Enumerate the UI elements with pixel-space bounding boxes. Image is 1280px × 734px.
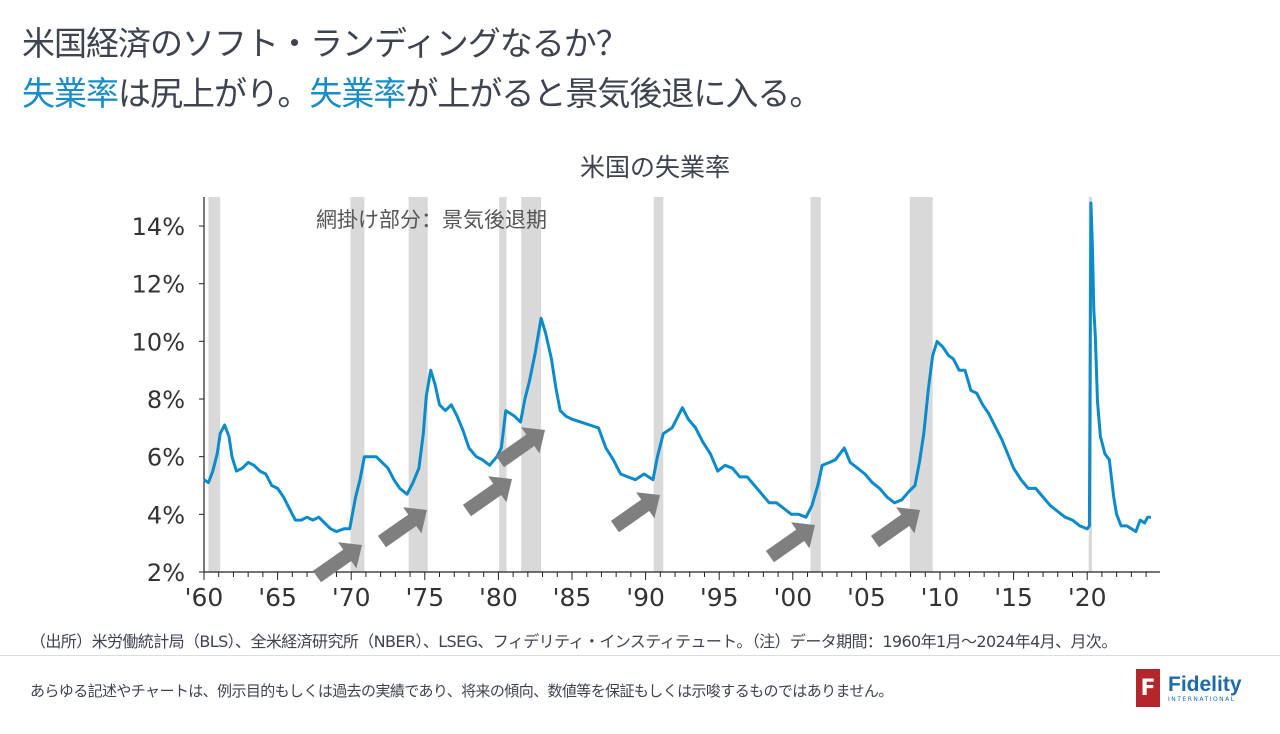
highlight-unemployment-2: 失業率 — [309, 74, 406, 113]
x-tick-label: '85 — [553, 583, 592, 612]
arrow-shape — [377, 507, 427, 548]
recession-band — [499, 197, 507, 572]
slide-title-line1: 米国経済のソフト・ランディングなるか？ — [22, 24, 629, 63]
title-text-2d: が上がると景気後退に入る。 — [405, 74, 822, 113]
highlight-unemployment-1: 失業率 — [22, 74, 119, 113]
arrow-shape — [495, 427, 545, 468]
title-text-2b: は尻上がり。 — [118, 74, 310, 113]
x-tick-label: '60 — [185, 583, 224, 612]
x-tick-label: '75 — [405, 583, 444, 612]
recession-band — [208, 197, 221, 572]
arrow-shape — [610, 492, 660, 533]
trend-arrow-icon — [765, 522, 815, 563]
arrow-shape — [462, 476, 512, 517]
source-note: （出所）米労働統計局（BLS）、全米経済研究所（NBER）、LSEG、フィデリテ… — [30, 632, 1117, 651]
divider — [0, 655, 1280, 656]
y-tick-label: 2% — [147, 559, 185, 587]
recession-annotation: 網掛け部分：景気後退期 — [316, 208, 547, 232]
x-tick-label: '15 — [994, 583, 1033, 612]
y-tick-label: 8% — [147, 386, 185, 414]
trend-arrow-icon — [495, 427, 545, 468]
unemployment-chart: 米国の失業率 網掛け部分：景気後退期 2% 4% 6% 8% 10% 12% 14% '60 '… — [132, 153, 1160, 612]
x-tick-label: '65 — [258, 583, 297, 612]
y-tick-label: 12% — [132, 271, 185, 299]
chart-title: 米国の失業率 — [580, 153, 730, 182]
recession-band — [653, 197, 664, 572]
y-tick-label: 6% — [147, 444, 185, 472]
arrow-shape — [765, 522, 815, 563]
logo-name: Fidelity — [1168, 672, 1242, 696]
disclaimer: あらゆる記述やチャートは、例示目的もしくは過去の実績であり、将来の傾向、数値等を… — [30, 682, 893, 700]
recession-band — [810, 197, 821, 572]
x-tick-label: '95 — [700, 583, 739, 612]
y-tick-label: 4% — [147, 501, 185, 529]
trend-arrow-icon — [610, 492, 660, 533]
logo-sub: INTERNATIONAL — [1168, 695, 1236, 703]
arrow-shape — [870, 507, 920, 548]
trend-arrow-icon — [377, 507, 427, 548]
arrow-shape — [312, 542, 362, 583]
fidelity-logo-mark: F — [1136, 669, 1160, 707]
x-tick-label: '05 — [847, 583, 886, 612]
x-tick-label: '10 — [921, 583, 960, 612]
y-tick-label: 10% — [132, 328, 185, 356]
x-tick-label: '80 — [479, 583, 518, 612]
trend-arrow-icon — [312, 542, 362, 583]
trend-arrow-icon — [870, 507, 920, 548]
y-tick-label: 14% — [132, 213, 185, 241]
slide-title-line2: 失業率は尻上がり。失業率が上がると景気後退に入る。 — [22, 74, 822, 114]
x-tick-label: '00 — [773, 583, 812, 612]
fidelity-logo: F Fidelity INTERNATIONAL — [1136, 669, 1242, 707]
unemployment-line — [203, 201, 1151, 534]
x-tick-label: '90 — [626, 583, 665, 612]
x-tick-label: '20 — [1068, 583, 1107, 612]
trend-arrow-icon — [462, 476, 512, 517]
recession-band — [521, 197, 542, 572]
x-tick-label: '70 — [332, 583, 371, 612]
